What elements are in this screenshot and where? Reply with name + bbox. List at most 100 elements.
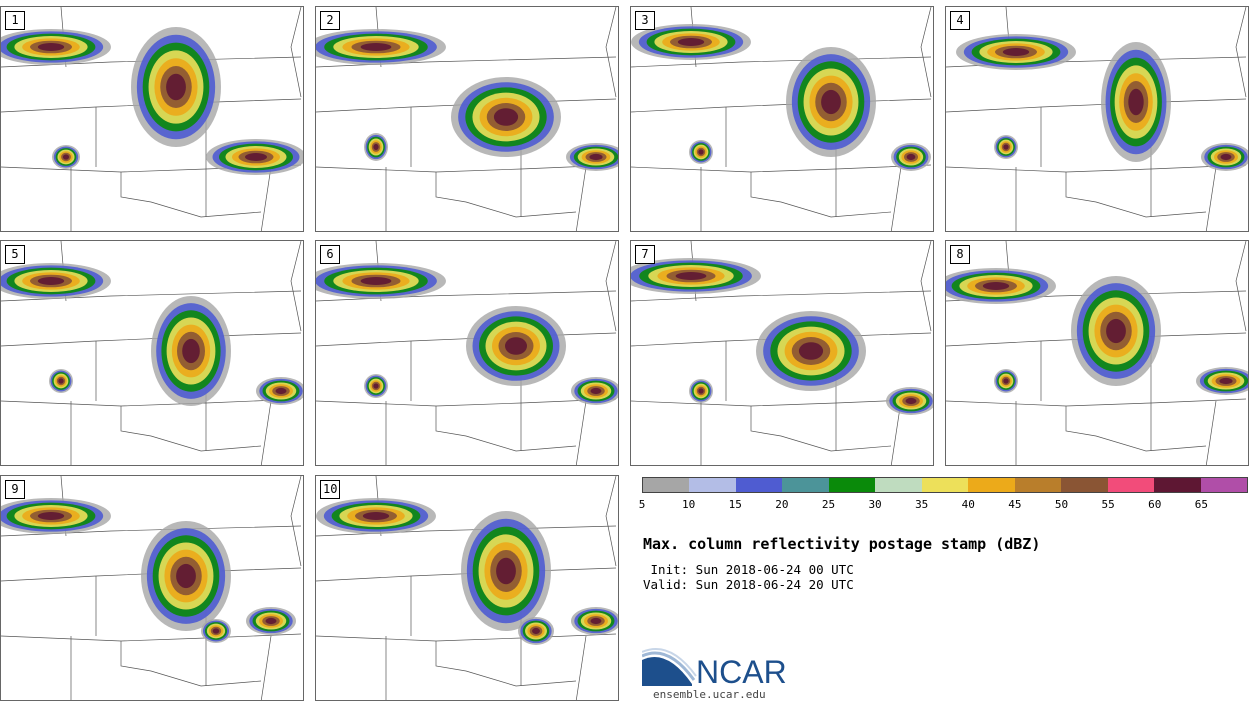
storm-echo xyxy=(675,272,707,280)
storm-echo xyxy=(212,628,220,634)
map-panel-3: 3 xyxy=(630,6,934,232)
storm-echo xyxy=(37,277,65,285)
storm-echo xyxy=(906,153,916,161)
state-boundary xyxy=(920,241,932,332)
storm-echo xyxy=(265,617,277,625)
panel-label: 1 xyxy=(5,11,25,30)
storm-echo xyxy=(798,342,824,360)
panel-label: 5 xyxy=(5,245,25,264)
storm-echo xyxy=(1128,88,1144,116)
panel-label: 3 xyxy=(635,11,655,30)
colorbar-tick-label: 30 xyxy=(868,498,882,511)
map-panel-8: 8 xyxy=(945,240,1249,466)
state-boundary xyxy=(290,7,302,98)
state-boundary xyxy=(631,164,932,173)
storm-echo xyxy=(590,617,602,625)
state-boundary xyxy=(1235,7,1247,98)
map-panel-7: 7 xyxy=(630,240,934,466)
reflectivity-map xyxy=(631,241,933,465)
colorbar-tick-label: 20 xyxy=(775,498,789,511)
valid-time: Valid: Sun 2018-06-24 20 UTC xyxy=(643,577,854,592)
colorbar-segment xyxy=(1107,478,1155,492)
storm-echo xyxy=(505,337,527,355)
state-boundary xyxy=(631,290,932,302)
state-boundary xyxy=(1205,166,1217,231)
state-boundary xyxy=(946,398,1247,407)
colorbar-segment xyxy=(1061,478,1108,492)
storm-echo xyxy=(245,153,267,161)
storm-echo xyxy=(62,154,70,160)
storm-echo xyxy=(37,43,65,51)
state-boundary xyxy=(1,633,302,642)
colorbar-tick-label: 45 xyxy=(1008,498,1022,511)
storm-echo xyxy=(176,563,196,589)
colorbar-segment xyxy=(875,478,922,492)
colorbar-segment xyxy=(968,478,1015,492)
state-boundary xyxy=(1,290,302,302)
state-boundary xyxy=(575,166,587,231)
state-boundary xyxy=(316,164,617,173)
storm-echo xyxy=(1220,153,1232,161)
colorbar-segment xyxy=(643,478,690,492)
state-boundary xyxy=(575,400,587,465)
storm-echo xyxy=(373,383,379,389)
state-boundary xyxy=(631,56,932,68)
colorbar-tick-label: 5 xyxy=(638,498,646,511)
state-boundary xyxy=(750,172,892,218)
colorbar-segment xyxy=(1014,478,1062,492)
state-boundary xyxy=(316,332,617,347)
state-boundary xyxy=(631,98,932,113)
storm-echo xyxy=(275,387,287,395)
ncar-logo-icon xyxy=(642,648,697,686)
state-boundary xyxy=(605,7,617,98)
colorbar-tick-label: 55 xyxy=(1101,498,1115,511)
storm-echo xyxy=(360,277,392,285)
state-boundary xyxy=(316,525,617,537)
state-boundary xyxy=(260,635,272,700)
state-boundary xyxy=(920,7,932,98)
state-boundary xyxy=(435,172,577,218)
state-boundary xyxy=(435,641,577,687)
storm-echo xyxy=(37,512,65,520)
storm-echo xyxy=(677,38,705,46)
state-boundary xyxy=(1,56,302,68)
storm-echo xyxy=(496,557,516,585)
state-boundary xyxy=(605,476,617,567)
colorbar-tick-label: 10 xyxy=(681,498,696,511)
state-boundary xyxy=(946,164,1247,173)
state-boundary xyxy=(316,633,617,642)
colorbar-segment xyxy=(782,478,829,492)
reflectivity-map xyxy=(316,241,618,465)
state-boundary xyxy=(290,241,302,332)
storm-echo xyxy=(58,378,64,384)
state-boundary xyxy=(1235,241,1247,332)
map-panel-9: 9 xyxy=(0,475,304,701)
state-boundary xyxy=(631,398,932,407)
reflectivity-map xyxy=(946,7,1248,231)
state-boundary xyxy=(1205,400,1217,465)
colorbar-tick-label: 50 xyxy=(1054,498,1069,511)
colorbar-tick-label: 40 xyxy=(961,498,975,511)
website-label: ensemble.ucar.edu xyxy=(653,688,766,701)
storm-echo xyxy=(1219,377,1233,385)
storm-echo xyxy=(182,338,200,364)
colorbar-ticks: 5 10 15 20 25 30 35 40 45 50 55 60 65 xyxy=(638,498,1248,512)
colorbar-tick-label: 60 xyxy=(1148,498,1162,511)
panel-label: 8 xyxy=(950,245,970,264)
colorbar-tick-label: 35 xyxy=(915,498,929,511)
storm-echo xyxy=(821,89,841,115)
storm-echo xyxy=(360,43,392,51)
storm-echo xyxy=(166,73,186,101)
reflectivity-map xyxy=(631,7,932,231)
state-boundary xyxy=(435,406,577,452)
map-panel-5: 5 xyxy=(0,240,304,466)
reflectivity-map xyxy=(1,476,302,700)
storm-echo xyxy=(1106,318,1126,344)
state-boundary xyxy=(1065,406,1207,452)
reflectivity-map xyxy=(1,241,303,465)
map-panel-4: 4 xyxy=(945,6,1249,232)
colorbar-tick-label: 25 xyxy=(821,498,836,511)
colorbar xyxy=(642,477,1248,493)
storm-echo xyxy=(1003,144,1009,150)
map-panel-2: 2 xyxy=(315,6,619,232)
